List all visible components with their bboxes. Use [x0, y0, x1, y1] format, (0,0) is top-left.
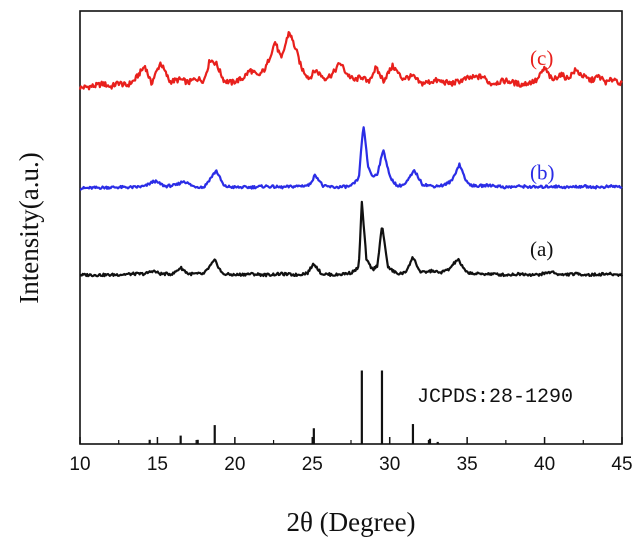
series-line-a [79, 200, 624, 278]
x-tick-label-10: 10 [69, 454, 90, 475]
reference-peaks [148, 370, 439, 444]
series-line-b [79, 126, 623, 191]
reference-label: JCPDS:28-1290 [417, 386, 573, 409]
series-group [78, 31, 624, 278]
y-axis-title: Intensity(a.u.) [14, 152, 44, 303]
x-tick-label-20: 20 [224, 454, 245, 475]
x-tick-label-35: 35 [457, 454, 478, 475]
x-axis-title: 2θ (Degree) [286, 507, 415, 537]
x-tick-label-15: 15 [147, 454, 168, 475]
x-tick-label-40: 40 [534, 454, 555, 475]
series-line-c [78, 31, 623, 91]
x-ticks: 10 15 20 25 30 35 40 45 [69, 437, 633, 475]
series-label-c: (c) [530, 46, 553, 70]
x-tick-label-45: 45 [611, 454, 632, 475]
x-tick-label-25: 25 [302, 454, 323, 475]
series-label-a: (a) [530, 237, 553, 261]
series-label-b: (b) [530, 160, 555, 184]
series-labels: (c) (b) (a) [530, 46, 555, 261]
x-tick-label-30: 30 [379, 454, 400, 475]
